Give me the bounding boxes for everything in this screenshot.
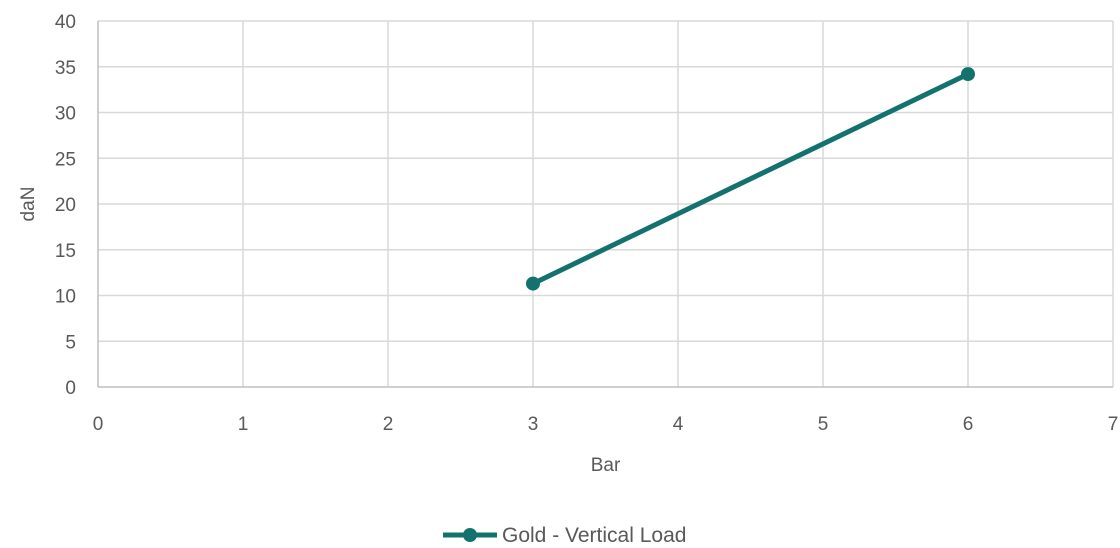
y-tick-label: 5: [65, 332, 76, 353]
y-axis-title: daN: [18, 187, 39, 222]
x-tick-label: 2: [383, 414, 394, 435]
y-tick-label: 30: [55, 104, 76, 125]
x-tick-label: 4: [673, 414, 684, 435]
y-tick-label: 40: [55, 12, 76, 33]
series-group: [526, 67, 975, 291]
x-tick-label: 1: [238, 414, 249, 435]
y-tick-labels: 0 5 10 15 20 25 30 35 40: [55, 12, 76, 399]
x-tick-label: 6: [963, 414, 974, 435]
y-tick-label: 15: [55, 241, 76, 262]
legend-label: Gold - Vertical Load: [502, 524, 686, 547]
y-tick-label: 20: [55, 195, 76, 216]
data-point: [961, 67, 975, 82]
x-axis-title: Bar: [591, 455, 621, 476]
legend: Gold - Vertical Load: [443, 524, 686, 547]
x-tick-label: 5: [818, 414, 829, 435]
series-line: [531, 71, 970, 286]
y-tick-label: 25: [55, 149, 76, 170]
legend-marker: [463, 528, 477, 542]
x-tick-label: 7: [1108, 414, 1119, 435]
data-point: [526, 276, 540, 291]
y-tick-label: 10: [55, 287, 76, 308]
axes: [97, 21, 1113, 388]
y-tick-label: 0: [65, 378, 76, 399]
gridlines: [98, 20, 1114, 387]
x-tick-label: 3: [528, 414, 539, 435]
y-tick-label: 35: [55, 58, 76, 79]
x-tick-label: 0: [93, 414, 104, 435]
x-tick-labels: 0 1 2 3 4 5 6 7: [93, 414, 1119, 435]
